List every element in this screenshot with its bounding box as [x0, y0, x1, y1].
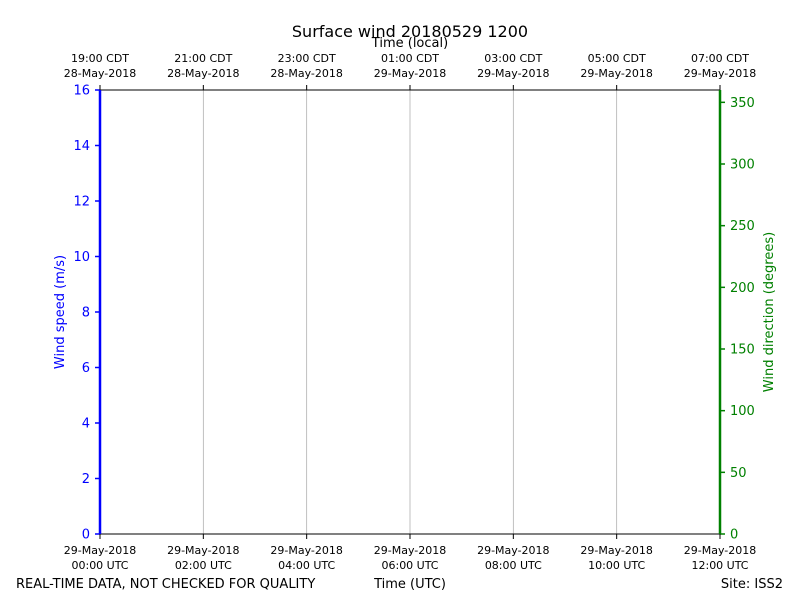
x-axis-label: Time (UTC)	[373, 577, 446, 592]
top-x-tick-time: 19:00 CDT	[71, 52, 129, 65]
left-y-axis-label: Wind speed (m/s)	[53, 255, 68, 369]
right-y-axis: 0 50 100 150 200 250 300 350	[720, 96, 755, 543]
right-y-axis-label: Wind direction (degrees)	[762, 232, 777, 392]
top-x-tick-date: 29-May-2018	[580, 67, 652, 80]
bottom-x-tick-time: 12:00 UTC	[691, 559, 748, 572]
right-y-tick-label: 50	[730, 466, 747, 481]
right-y-tick-label: 200	[730, 281, 755, 296]
left-y-axis: 0 2 4 6 8 10 12 14 16	[73, 84, 100, 543]
top-x-tick-time: 01:00 CDT	[381, 52, 439, 65]
bottom-x-tick-date: 29-May-2018	[64, 544, 136, 557]
left-y-tick-label: 16	[73, 84, 90, 99]
bottom-x-tick-time: 04:00 UTC	[278, 559, 335, 572]
bottom-x-tick-time: 06:00 UTC	[381, 559, 438, 572]
bottom-x-tick-date: 29-May-2018	[167, 544, 239, 557]
left-y-tick-label: 6	[82, 361, 90, 376]
bottom-x-axis: 29-May-2018 00:00 UTC 29-May-2018 02:00 UTC…	[64, 534, 756, 572]
bottom-x-tick-date: 29-May-2018	[684, 544, 756, 557]
bottom-x-tick-time: 02:00 UTC	[175, 559, 232, 572]
left-y-tick-label: 8	[82, 306, 90, 321]
bottom-x-tick-time: 00:00 UTC	[71, 559, 128, 572]
left-y-tick-label: 12	[73, 195, 90, 210]
top-x-tick-time: 03:00 CDT	[484, 52, 542, 65]
top-x-axis: 19:00 CDT 28-May-2018 21:00 CDT 28-May-2018…	[64, 52, 756, 90]
left-y-tick-label: 4	[82, 417, 90, 432]
top-x-tick-date: 28-May-2018	[167, 67, 239, 80]
top-axis-label: Time (local)	[371, 36, 448, 51]
top-x-tick-time: 23:00 CDT	[278, 52, 336, 65]
top-x-tick-time: 05:00 CDT	[588, 52, 646, 65]
top-x-tick-date: 29-May-2018	[477, 67, 549, 80]
right-y-tick-label: 300	[730, 158, 755, 173]
site-label: Site: ISS2	[721, 577, 783, 592]
bottom-x-tick-date: 29-May-2018	[270, 544, 342, 557]
bottom-x-tick-time: 08:00 UTC	[485, 559, 542, 572]
right-y-tick-label: 350	[730, 96, 755, 111]
top-x-tick-time: 07:00 CDT	[691, 52, 749, 65]
right-y-tick-label: 150	[730, 343, 755, 358]
grid-lines	[202, 90, 618, 534]
left-y-tick-label: 14	[73, 139, 90, 154]
top-x-tick-date: 28-May-2018	[270, 67, 342, 80]
right-y-tick-label: 100	[730, 404, 755, 419]
bottom-x-tick-date: 29-May-2018	[374, 544, 446, 557]
bottom-x-tick-date: 29-May-2018	[580, 544, 652, 557]
disclaimer-text: REAL-TIME DATA, NOT CHECKED FOR QUALITY	[16, 577, 315, 592]
top-x-tick-date: 29-May-2018	[684, 67, 756, 80]
right-y-tick-label: 0	[730, 528, 738, 543]
bottom-x-tick-date: 29-May-2018	[477, 544, 549, 557]
bottom-x-tick-time: 10:00 UTC	[588, 559, 645, 572]
chart-title: Surface wind 20180529 1200	[292, 22, 528, 41]
top-x-tick-date: 28-May-2018	[64, 67, 136, 80]
left-y-tick-label: 10	[73, 250, 90, 265]
top-x-tick-date: 29-May-2018	[374, 67, 446, 80]
top-x-tick-time: 21:00 CDT	[174, 52, 232, 65]
left-y-tick-label: 2	[82, 472, 90, 487]
left-y-tick-label: 0	[82, 528, 90, 543]
right-y-tick-label: 250	[730, 219, 755, 234]
